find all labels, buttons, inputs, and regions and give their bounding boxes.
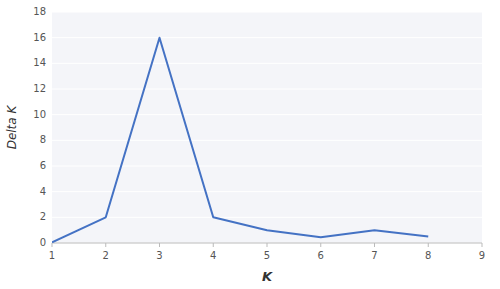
tick-label: 2 — [103, 250, 109, 261]
tick-mark — [374, 243, 375, 247]
tick-label: 6 — [40, 160, 46, 171]
tick-mark — [267, 243, 268, 247]
tick-label: 12 — [33, 83, 46, 94]
grid-line — [52, 63, 482, 64]
tick-label: 2 — [40, 211, 46, 222]
tick-label: 10 — [33, 109, 46, 120]
grid-line — [52, 89, 482, 90]
tick-label: 16 — [33, 32, 46, 43]
grid-line — [52, 37, 482, 38]
tick-mark — [105, 243, 106, 247]
tick-label: 7 — [371, 250, 377, 261]
grid-line — [52, 114, 482, 115]
tick-mark — [213, 243, 214, 247]
tick-label: 5 — [264, 250, 270, 261]
grid-line — [52, 166, 482, 167]
tick-label: 9 — [479, 250, 485, 261]
tick-mark — [52, 243, 53, 247]
series-group — [52, 38, 428, 243]
tick-mark — [159, 243, 160, 247]
chart-container: 024681012141618123456789KDelta K — [0, 0, 500, 289]
tick-label: 8 — [40, 134, 46, 145]
x-axis-label: K — [262, 269, 273, 284]
line — [52, 38, 428, 243]
plot-area — [52, 12, 482, 243]
tick-label: 18 — [33, 6, 46, 17]
tick-label: 8 — [425, 250, 431, 261]
tick-label: 1 — [49, 250, 55, 261]
grid-line — [52, 191, 482, 192]
tick-label: 4 — [210, 250, 216, 261]
tick-label: 6 — [318, 250, 324, 261]
tick-mark — [320, 243, 321, 247]
tick-label: 14 — [33, 57, 46, 68]
y-axis-label: Delta K — [5, 105, 19, 150]
grid-line — [52, 217, 482, 218]
tick-label: 0 — [40, 237, 46, 248]
tick-label: 4 — [40, 186, 46, 197]
tick-label: 3 — [156, 250, 162, 261]
grid-line — [52, 12, 482, 13]
tick-mark — [428, 243, 429, 247]
tick-mark — [482, 243, 483, 247]
chart: 024681012141618123456789KDelta K — [0, 0, 500, 289]
grid-line — [52, 140, 482, 141]
